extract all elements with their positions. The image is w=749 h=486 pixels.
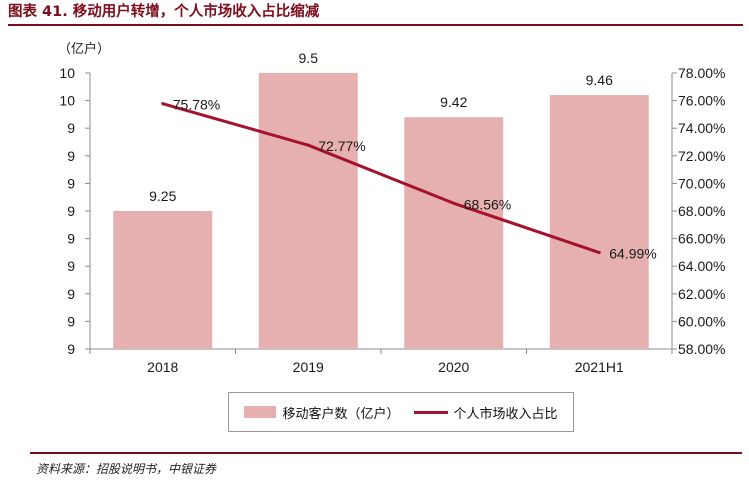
line-value-label: 68.56% — [464, 196, 511, 212]
left-axis-tick-label: 10 — [59, 65, 75, 81]
line-point-2021H1 — [597, 251, 601, 255]
legend-bar-label: 移动客户数（亿户） — [282, 406, 400, 422]
left-axis-tick-label: 9 — [67, 148, 75, 164]
figure-title: 图表 41. 移动用户转增，个人市场收入占比缩减 — [8, 2, 743, 26]
left-axis-tick-label: 9 — [67, 286, 75, 302]
right-axis-tick-label: 78.00% — [678, 65, 725, 81]
legend-line-swatch — [413, 410, 448, 414]
source-divider — [30, 452, 742, 454]
left-axis-unit: （亿户） — [58, 42, 111, 57]
right-axis-tick-label: 72.00% — [678, 148, 725, 164]
right-axis-tick-label: 60.00% — [678, 313, 725, 329]
right-axis-tick-label: 70.00% — [678, 175, 725, 191]
legend-item-bar: 移动客户数（亿户） — [244, 403, 400, 422]
left-axis-tick-label: 9 — [67, 341, 75, 357]
x-axis-category-label: 2021H1 — [575, 359, 624, 375]
right-axis-tick-label: 58.00% — [678, 341, 725, 357]
legend-item-line: 个人市场收入占比 — [413, 403, 558, 422]
left-axis-tick-label: 9 — [67, 313, 75, 329]
left-axis-tick-label: 10 — [59, 93, 75, 109]
line-value-label: 72.77% — [318, 138, 365, 154]
left-axis-tick-label: 9 — [67, 231, 75, 247]
line-point-2019 — [306, 143, 310, 147]
bar-value-label: 9.42 — [440, 94, 467, 110]
line-value-label: 75.78% — [173, 97, 220, 113]
line-value-label: 64.99% — [609, 246, 656, 262]
bar-2021H1 — [549, 95, 649, 349]
bar-2018 — [113, 211, 213, 349]
legend-bar-swatch — [244, 406, 277, 418]
bar-value-label: 9.5 — [299, 50, 319, 66]
x-axis-category-label: 2020 — [438, 359, 469, 375]
x-axis-category-label: 2019 — [293, 359, 324, 375]
x-axis-category-label: 2018 — [147, 359, 178, 375]
bar-value-label: 9.46 — [586, 72, 613, 88]
chart-legend: 移动客户数（亿户） 个人市场收入占比 — [228, 392, 574, 432]
revenue-share-line — [162, 102, 600, 254]
line-point-2018 — [161, 102, 165, 106]
bar-2019 — [258, 73, 358, 349]
legend-line-label: 个人市场收入占比 — [453, 406, 558, 422]
right-axis-tick-label: 66.00% — [678, 231, 725, 247]
bar-value-label: 9.25 — [149, 188, 176, 204]
left-axis-tick-label: 9 — [67, 120, 75, 136]
line-point-2020 — [452, 201, 456, 205]
right-axis-tick-label: 64.00% — [678, 258, 725, 274]
left-axis-tick-label: 9 — [67, 175, 75, 191]
right-axis-tick-label: 74.00% — [678, 120, 725, 136]
right-axis-tick-label: 62.00% — [678, 286, 725, 302]
left-axis-tick-label: 9 — [67, 203, 75, 219]
right-axis-tick-label: 68.00% — [678, 203, 725, 219]
bar-2020 — [404, 117, 504, 349]
right-axis-tick-label: 76.00% — [678, 93, 725, 109]
source-note: 资料来源：招股说明书，中银证券 — [36, 462, 217, 476]
left-axis-tick-label: 9 — [67, 258, 75, 274]
